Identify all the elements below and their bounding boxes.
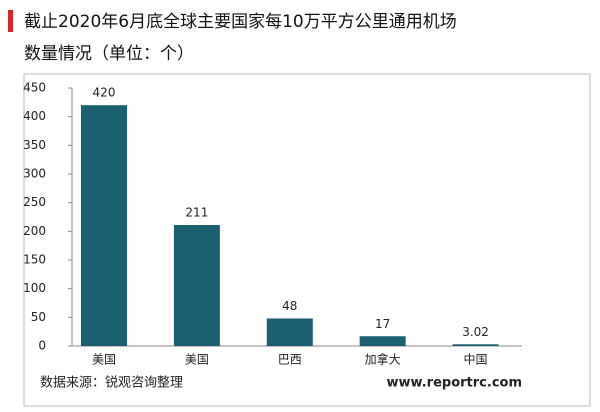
y-tick-label: 450: [23, 81, 46, 95]
data-label: 211: [185, 206, 208, 220]
bar: [452, 344, 499, 346]
data-label: 420: [93, 86, 116, 100]
x-tick-label: 巴西: [278, 353, 302, 367]
y-tick-label: 100: [23, 281, 46, 295]
website: www.reportrc.com: [387, 376, 522, 391]
source: 数据来源：锐观咨询整理: [40, 376, 183, 391]
y-tick-label: 200: [23, 224, 46, 238]
y-tick-label: 150: [23, 253, 46, 267]
x-tick-label: 美国: [185, 353, 209, 367]
bar: [173, 225, 220, 346]
x-tick-label: 加拿大: [365, 352, 401, 367]
bar: [359, 336, 406, 346]
bar: [81, 105, 127, 346]
chart-frame: [23, 73, 591, 407]
y-tick-label: 400: [23, 109, 46, 123]
bar: [266, 318, 313, 346]
chart-title-line: 数量情况（单位：个）: [24, 44, 194, 64]
data-label: 17: [375, 317, 390, 331]
y-tick-label: 250: [23, 195, 46, 209]
y-tick-label: 0: [38, 339, 46, 353]
x-tick-label: 美国: [92, 353, 116, 367]
chart-title-line: 截止2020年6月底全球主要国家每10万平方公里通用机场: [24, 12, 457, 32]
title-accent: [8, 10, 13, 32]
y-tick-label: 300: [23, 167, 46, 181]
data-label: 3.02: [462, 325, 489, 339]
y-tick-label: 350: [23, 138, 46, 152]
x-tick-label: 中国: [464, 352, 488, 367]
data-label: 48: [282, 299, 297, 313]
y-tick-label: 50: [31, 310, 46, 324]
